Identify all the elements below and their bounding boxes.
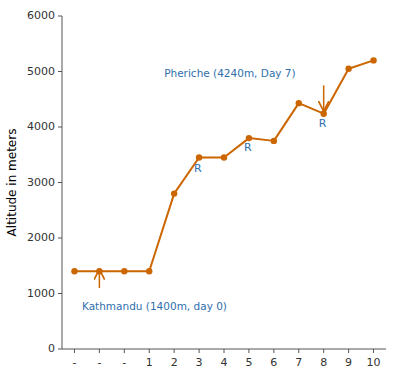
point bbox=[71, 268, 77, 274]
y-tick-label: 2000 bbox=[27, 231, 55, 244]
y-tick bbox=[58, 238, 62, 239]
y-tick bbox=[58, 71, 62, 72]
y-tick bbox=[58, 182, 62, 183]
y-axis-label: Altitude in meters bbox=[5, 129, 19, 237]
annotation: R bbox=[194, 162, 202, 175]
y-tick bbox=[58, 127, 62, 128]
y-tick-label: 0 bbox=[48, 342, 55, 355]
x-tick bbox=[99, 349, 100, 353]
annotation-arrow bbox=[323, 85, 325, 110]
y-tick-label: 6000 bbox=[27, 9, 55, 22]
x-tick bbox=[273, 349, 274, 353]
x-tick bbox=[373, 349, 374, 353]
y-tick-label: 4000 bbox=[27, 120, 55, 133]
annotation-arrow bbox=[99, 270, 101, 288]
x-tick-label: 5 bbox=[245, 356, 252, 369]
plot-area bbox=[71, 57, 376, 274]
annotation: R bbox=[244, 141, 252, 154]
y-tick-label: 1000 bbox=[27, 287, 55, 300]
point bbox=[370, 57, 376, 63]
chart: 0 1000 2000 3000 4000 5000 6000 - - - 1 2 3 4 5 6 7 8 9 10 A… bbox=[0, 0, 400, 381]
x-tick-label: 4 bbox=[221, 356, 228, 369]
y-tick bbox=[58, 349, 62, 350]
annotation: Kathmandu (1400m, day 0) bbox=[82, 300, 227, 312]
x-tick-label: 9 bbox=[345, 356, 352, 369]
y-tick-label: 3000 bbox=[27, 176, 55, 189]
x-tick bbox=[74, 349, 75, 353]
point bbox=[271, 138, 277, 144]
point bbox=[320, 110, 326, 116]
x-tick-label: - bbox=[72, 356, 76, 369]
x-tick-label: - bbox=[122, 356, 126, 369]
x-tick-label: 8 bbox=[320, 356, 327, 369]
annotation: Pheriche (4240m, Day 7) bbox=[164, 67, 295, 79]
x-tick-label: 10 bbox=[367, 356, 381, 369]
x-tick bbox=[199, 349, 200, 353]
point bbox=[296, 100, 302, 106]
x-tick-label: 6 bbox=[270, 356, 277, 369]
x-tick-label: 1 bbox=[146, 356, 153, 369]
point bbox=[146, 268, 152, 274]
x-tick bbox=[149, 349, 150, 353]
point bbox=[121, 268, 127, 274]
point bbox=[345, 66, 351, 72]
y-tick bbox=[58, 16, 62, 17]
x-tick-label: 2 bbox=[171, 356, 178, 369]
y-tick bbox=[58, 293, 62, 294]
x-tick-label: 7 bbox=[295, 356, 302, 369]
x-tick bbox=[348, 349, 349, 353]
x-tick bbox=[248, 349, 249, 353]
x-tick bbox=[124, 349, 125, 353]
y-tick-label: 5000 bbox=[27, 65, 55, 78]
x-tick-label: 3 bbox=[196, 356, 203, 369]
x-tick bbox=[224, 349, 225, 353]
x-tick-label: - bbox=[97, 356, 101, 369]
point bbox=[171, 190, 177, 196]
annotation: R bbox=[319, 117, 327, 130]
line bbox=[74, 60, 373, 271]
x-tick bbox=[174, 349, 175, 353]
point bbox=[221, 154, 227, 160]
x-tick bbox=[298, 349, 299, 353]
point bbox=[196, 154, 202, 160]
x-tick bbox=[323, 349, 324, 353]
